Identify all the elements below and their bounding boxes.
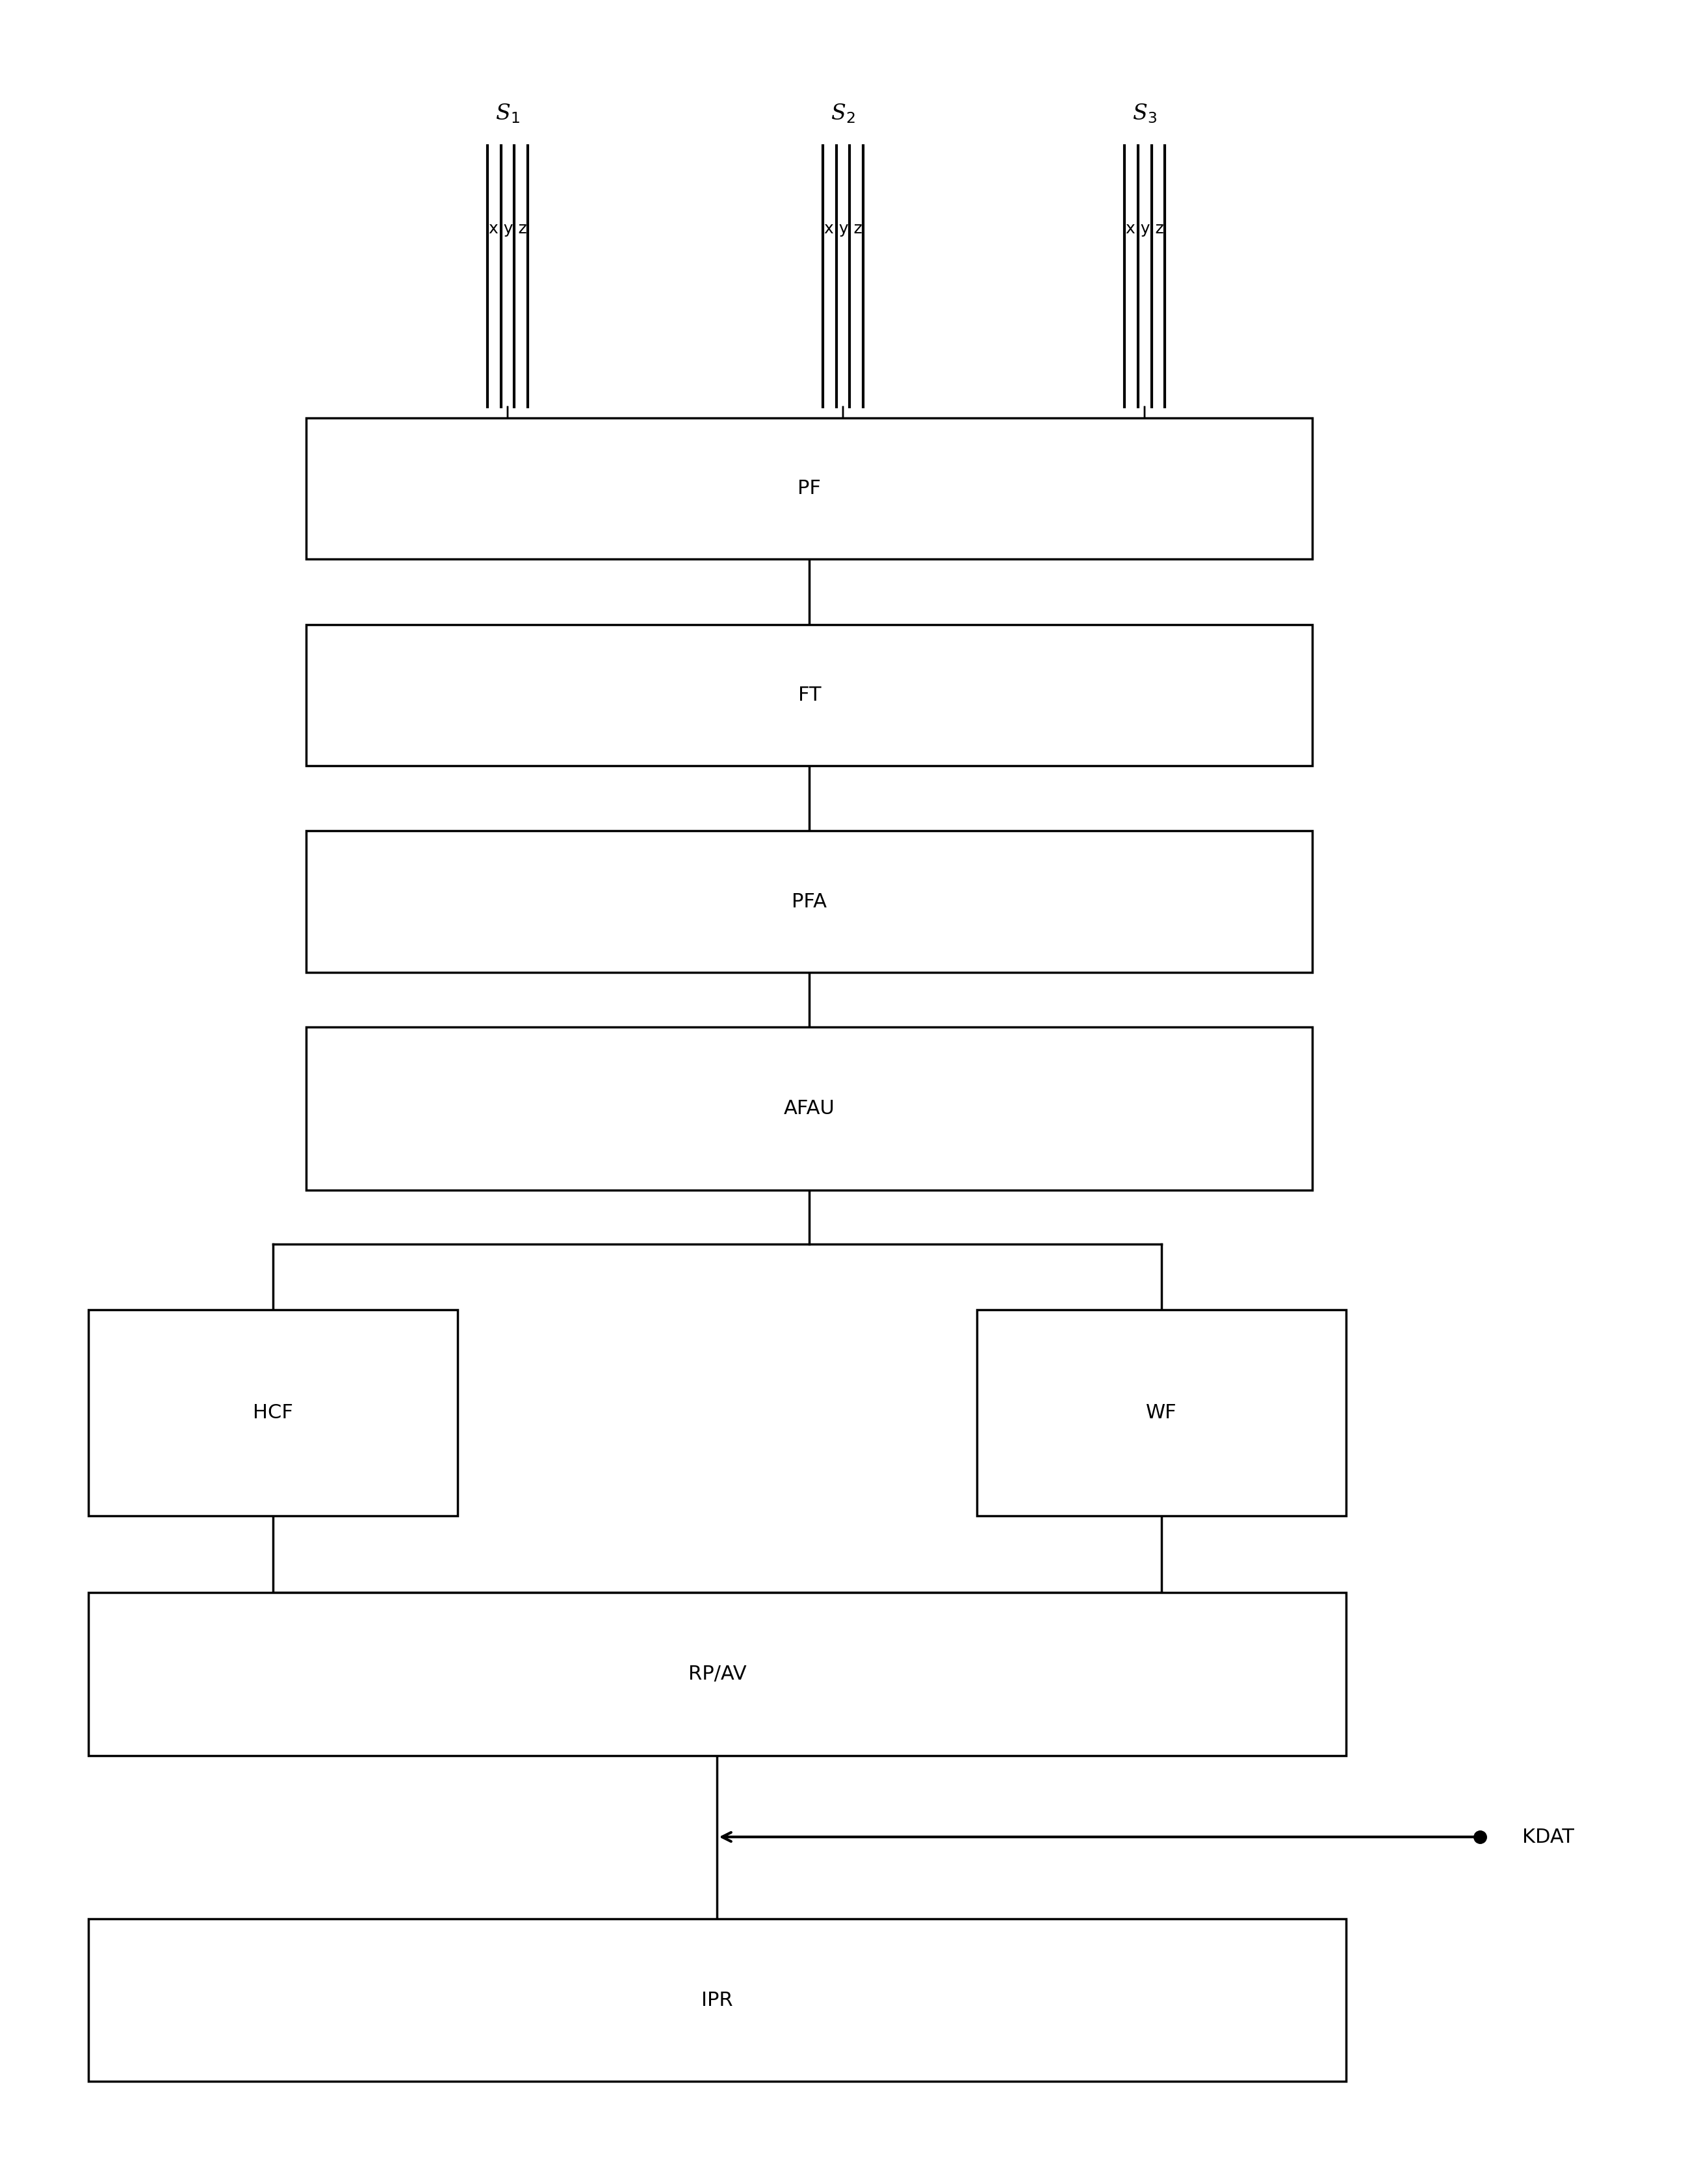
Bar (307, 830, 1313, 972)
Text: x y z: x y z (489, 221, 526, 236)
Text: x y z: x y z (1126, 221, 1163, 236)
Text: x y z: x y z (824, 221, 862, 236)
Text: KDAT: KDAT (1522, 1828, 1575, 1845)
Text: PFA: PFA (792, 893, 828, 911)
Text: FT: FT (797, 686, 821, 705)
Bar (307, 1026, 1313, 1190)
Text: S$_2$: S$_2$ (831, 103, 855, 124)
Bar (88, 1918, 1345, 2081)
Text: AFAU: AFAU (784, 1099, 835, 1118)
Text: S$_1$: S$_1$ (496, 103, 519, 124)
Bar (88, 1310, 457, 1516)
Bar (978, 1310, 1345, 1516)
Bar (307, 625, 1313, 767)
Text: PF: PF (797, 478, 821, 498)
Bar (88, 1592, 1345, 1756)
Bar (307, 417, 1313, 559)
Text: S$_3$: S$_3$ (1133, 103, 1157, 124)
Text: RP/AV: RP/AV (688, 1664, 747, 1684)
Text: HCF: HCF (253, 1404, 293, 1422)
Text: IPR: IPR (701, 1990, 733, 2009)
Text: WF: WF (1146, 1404, 1177, 1422)
